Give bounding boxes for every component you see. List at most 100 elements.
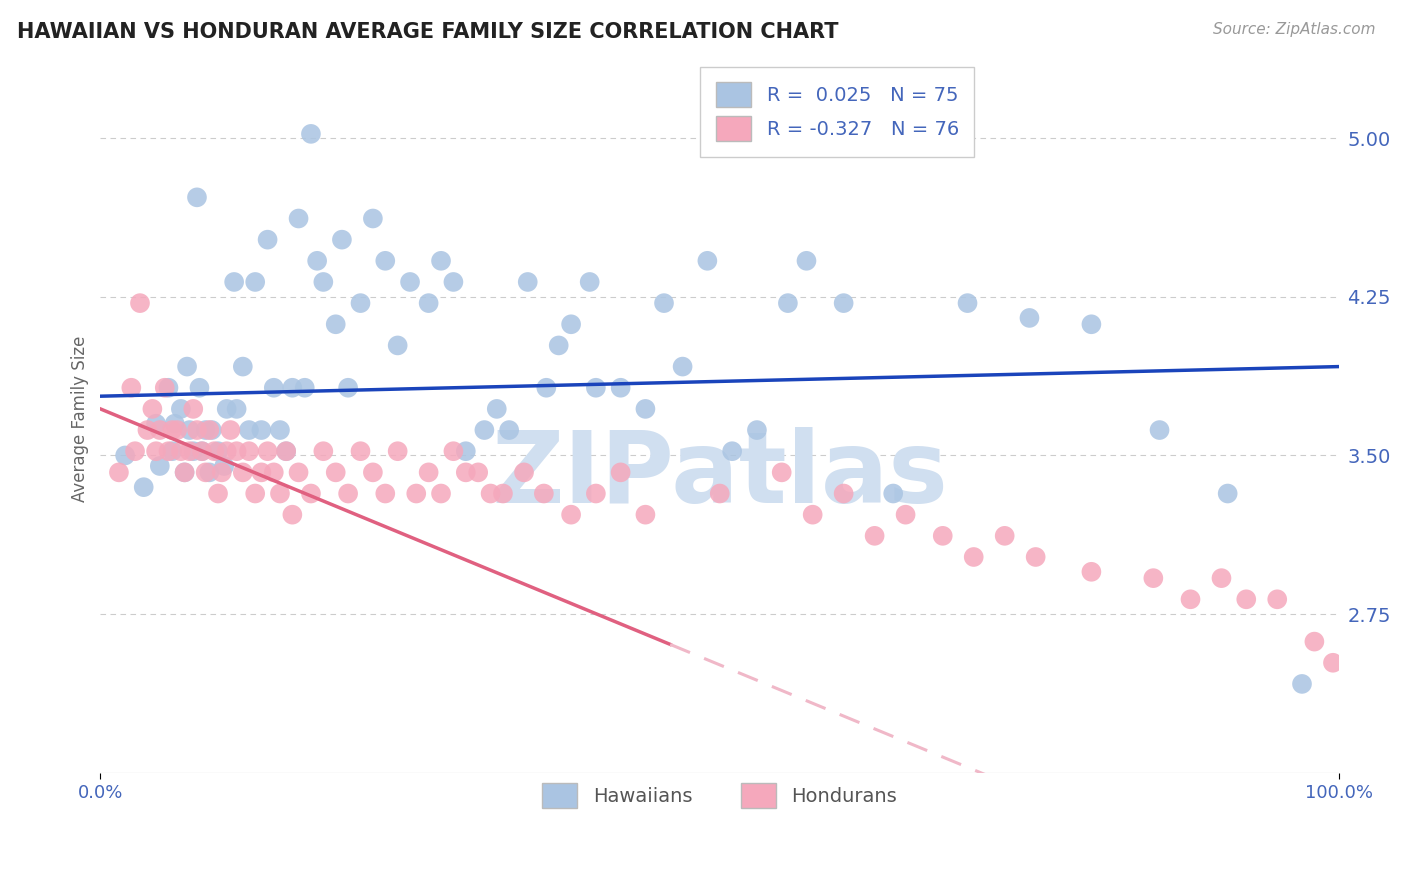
Point: [430, 486, 453, 500]
Point: [263, 466, 285, 480]
Point: [312, 275, 335, 289]
Text: Source: ZipAtlas.com: Source: ZipAtlas.com: [1212, 22, 1375, 37]
Point: [325, 318, 347, 332]
Point: [263, 381, 285, 395]
Point: [1216, 486, 1239, 500]
Point: [219, 423, 242, 437]
Point: [136, 423, 159, 437]
Point: [776, 296, 799, 310]
Point: [585, 486, 607, 500]
Point: [1018, 310, 1040, 325]
Point: [269, 423, 291, 437]
Point: [1322, 656, 1344, 670]
Point: [224, 275, 246, 289]
Point: [721, 444, 744, 458]
Point: [287, 211, 309, 226]
Point: [796, 253, 818, 268]
Point: [186, 190, 208, 204]
Point: [671, 359, 693, 374]
Point: [578, 275, 600, 289]
Point: [652, 296, 675, 310]
Point: [349, 296, 371, 310]
Point: [256, 233, 278, 247]
Point: [399, 275, 422, 289]
Point: [250, 423, 273, 437]
Point: [232, 359, 254, 374]
Point: [405, 486, 427, 500]
Point: [801, 508, 824, 522]
Text: ZIPatlas: ZIPatlas: [491, 426, 948, 524]
Y-axis label: Average Family Size: Average Family Size: [72, 335, 89, 501]
Point: [349, 444, 371, 458]
Point: [179, 423, 201, 437]
Point: [387, 338, 409, 352]
Point: [149, 458, 172, 473]
Point: [120, 381, 142, 395]
Point: [634, 508, 657, 522]
Point: [609, 381, 631, 395]
Point: [325, 466, 347, 480]
Point: [1080, 565, 1102, 579]
Point: [474, 423, 496, 437]
Point: [281, 381, 304, 395]
Point: [245, 275, 267, 289]
Point: [441, 444, 464, 458]
Point: [609, 466, 631, 480]
Point: [337, 486, 360, 500]
Point: [198, 466, 221, 480]
Point: [194, 466, 217, 480]
Point: [160, 444, 183, 458]
Point: [560, 318, 582, 332]
Point: [863, 529, 886, 543]
Point: [141, 401, 163, 416]
Point: [585, 381, 607, 395]
Point: [114, 449, 136, 463]
Point: [745, 423, 768, 437]
Point: [709, 486, 731, 500]
Point: [770, 466, 793, 480]
Point: [1265, 592, 1288, 607]
Point: [330, 233, 353, 247]
Point: [894, 508, 917, 522]
Point: [516, 275, 538, 289]
Point: [418, 296, 440, 310]
Point: [188, 381, 211, 395]
Point: [361, 466, 384, 480]
Point: [374, 253, 396, 268]
Point: [176, 359, 198, 374]
Point: [454, 466, 477, 480]
Point: [170, 401, 193, 416]
Point: [299, 486, 322, 500]
Point: [1303, 634, 1326, 648]
Point: [215, 401, 238, 416]
Point: [256, 444, 278, 458]
Point: [225, 401, 247, 416]
Point: [201, 423, 224, 437]
Point: [179, 444, 201, 458]
Point: [994, 529, 1017, 543]
Point: [1234, 592, 1257, 607]
Point: [294, 381, 316, 395]
Point: [238, 423, 260, 437]
Point: [250, 466, 273, 480]
Point: [560, 508, 582, 522]
Point: [281, 508, 304, 522]
Point: [215, 444, 238, 458]
Point: [1180, 592, 1202, 607]
Point: [533, 486, 555, 500]
Point: [832, 296, 855, 310]
Point: [153, 381, 176, 395]
Point: [211, 466, 233, 480]
Point: [634, 401, 657, 416]
Text: HAWAIIAN VS HONDURAN AVERAGE FAMILY SIZE CORRELATION CHART: HAWAIIAN VS HONDURAN AVERAGE FAMILY SIZE…: [17, 22, 838, 42]
Point: [194, 423, 217, 437]
Point: [882, 486, 904, 500]
Point: [337, 381, 360, 395]
Point: [1025, 549, 1047, 564]
Point: [245, 486, 267, 500]
Point: [207, 444, 229, 458]
Point: [454, 444, 477, 458]
Point: [513, 466, 536, 480]
Point: [160, 423, 183, 437]
Point: [361, 211, 384, 226]
